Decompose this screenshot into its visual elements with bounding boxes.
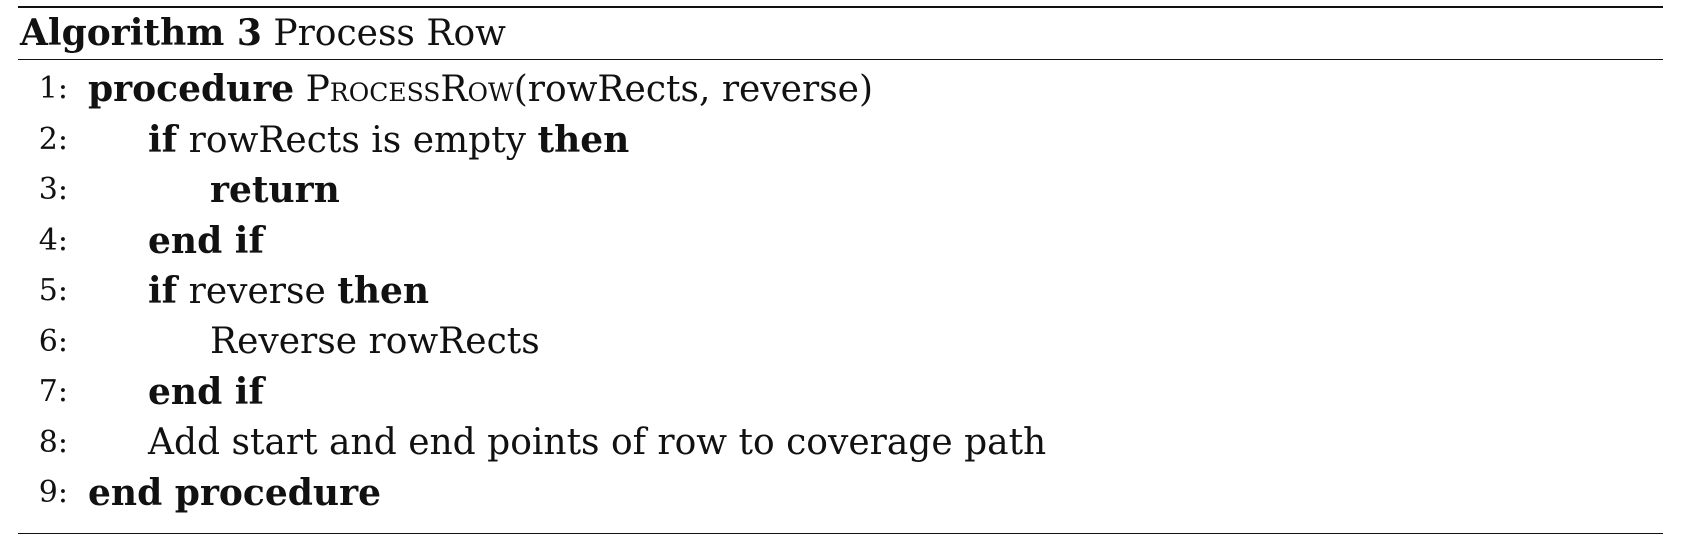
line-number: 6: [38, 323, 68, 359]
line-number: 7: [38, 374, 68, 409]
line-number: 8: [38, 424, 68, 460]
line-content: end if [148, 367, 264, 419]
line-content: return [210, 165, 340, 217]
line-number: 3: [38, 172, 68, 207]
line-number: 9: [38, 475, 68, 510]
algorithm-line-6: 6: Reverse rowRects [18, 317, 1663, 368]
algorithm-lines: 1: procedure ProcessRow(rowRects, revers… [18, 60, 1663, 519]
keyword: if [148, 270, 178, 312]
text-segment: Reverse rowRects [210, 320, 540, 362]
line-content: if reverse then [148, 266, 429, 318]
line-number: 1: [38, 71, 68, 106]
keyword: then [337, 270, 430, 312]
line-number: 4: [38, 222, 68, 258]
text-segment: Add start and end points of row to cover… [148, 421, 1047, 463]
keyword: end procedure [88, 472, 381, 514]
algorithm-line-4: 4: end if [18, 216, 1663, 267]
keyword: then [537, 118, 630, 161]
algorithm-line-9: 9: end procedure [18, 468, 1663, 519]
text-segment: reverse [177, 271, 338, 312]
keyword: end if [148, 371, 264, 413]
top-rule [18, 6, 1663, 8]
algorithm-block: Algorithm 3 Process Row 1: procedure Pro… [18, 6, 1663, 534]
algorithm-line-8: 8: Add start and end points of row to co… [18, 418, 1663, 469]
line-content: if rowRects is empty then [148, 115, 629, 167]
algorithm-line-3: 3: return [18, 165, 1663, 216]
procedure-name: ProcessRow [305, 69, 514, 110]
algorithm-line-1: 1: procedure ProcessRow(rowRects, revers… [18, 64, 1663, 115]
line-content: Reverse rowRects [210, 317, 540, 368]
algorithm-caption: Algorithm 3 Process Row [18, 8, 1663, 59]
line-content: procedure ProcessRow(rowRects, reverse) [88, 64, 873, 116]
line-number: 2: [38, 121, 68, 157]
algorithm-line-2: 2: if rowRects is empty then [18, 115, 1663, 166]
algorithm-title: Process Row [273, 13, 506, 54]
line-content: end if [148, 216, 264, 268]
keyword: if [148, 118, 178, 161]
keyword: procedure [88, 68, 295, 110]
bottom-rule [18, 532, 1663, 534]
text-segment [294, 69, 305, 110]
keyword: end if [148, 219, 264, 262]
algorithm-line-5: 5: if reverse then [18, 266, 1663, 317]
line-content: Add start and end points of row to cover… [148, 418, 1046, 469]
algorithm-line-7: 7: end if [18, 367, 1663, 418]
caption-rule [18, 59, 1663, 60]
line-number: 5: [38, 273, 68, 308]
line-content: end procedure [88, 468, 381, 520]
text-segment: (rowRects, reverse) [513, 69, 874, 110]
keyword: return [210, 169, 340, 211]
text-segment: rowRects is empty [177, 119, 538, 161]
algorithm-label: Algorithm 3 [20, 12, 262, 54]
